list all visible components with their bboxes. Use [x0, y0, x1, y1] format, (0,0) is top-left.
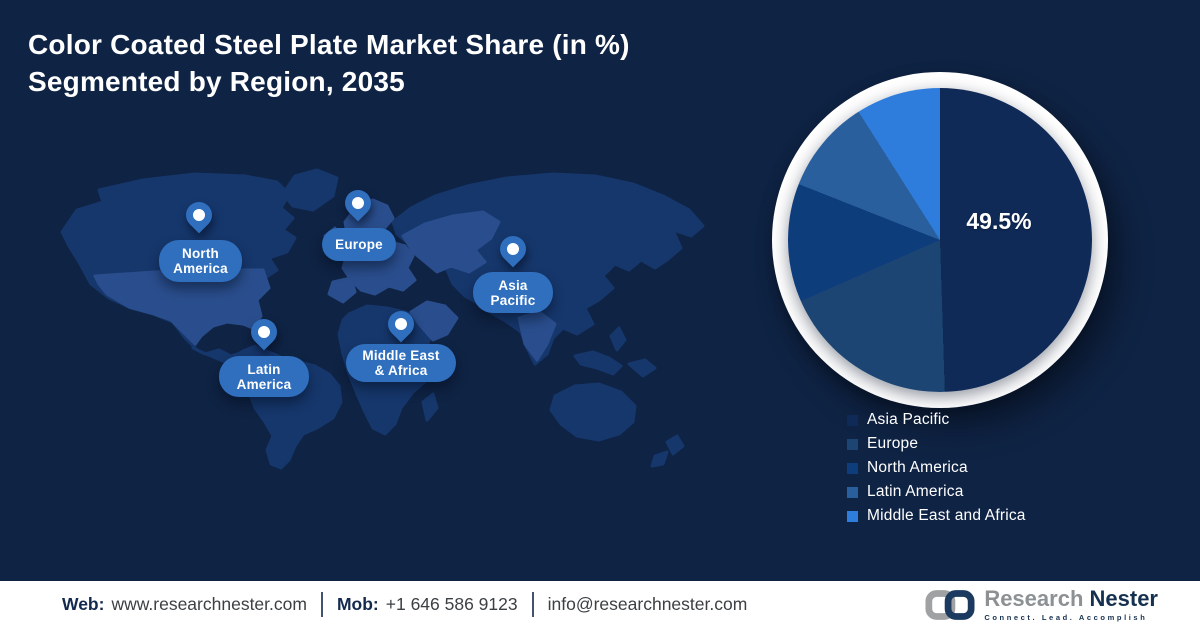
chart-legend: Asia Pacific Europe North America Latin …	[847, 408, 1026, 528]
region-label-line: North	[182, 246, 219, 261]
research-nester-logo: Research Nester Connect. Lead. Accomplis…	[925, 585, 1158, 622]
legend-item: Middle East and Africa	[847, 504, 1026, 528]
contact-info: Web: www.researchnester.com Mob: +1 646 …	[62, 592, 747, 617]
region-label-line: America	[173, 261, 228, 276]
legend-swatch-icon	[847, 510, 858, 522]
page-title: Color Coated Steel Plate Market Share (i…	[28, 26, 630, 100]
pie-chart-ring: 49.5%	[772, 72, 1108, 408]
title-line-2: Segmented by Region, 2035	[28, 66, 405, 97]
legend-item: North America	[847, 456, 1026, 480]
pie-chart	[788, 88, 1092, 392]
chain-links-logo-icon	[925, 589, 975, 620]
web-label: Web:	[62, 594, 105, 614]
website-url: www.researchnester.com	[111, 594, 307, 614]
logo-name-research: Research	[984, 585, 1084, 611]
legend-label: Europe	[867, 435, 919, 452]
legend-item: Asia Pacific	[847, 408, 1026, 432]
legend-swatch-icon	[847, 486, 858, 498]
legend-swatch-icon	[847, 414, 858, 426]
title-line-1: Color Coated Steel Plate Market Share (i…	[28, 29, 630, 60]
mob-label: Mob:	[336, 594, 379, 614]
phone-number: +1 646 586 9123	[385, 594, 518, 614]
map-label-asia-pacific: Asia Pacific	[473, 272, 553, 313]
legend-label: Middle East and Africa	[867, 507, 1026, 524]
region-label-line: America	[236, 376, 292, 392]
legend-swatch-icon	[847, 438, 858, 450]
email-address: info@researchnester.com	[547, 594, 748, 614]
map-label-north-america: North America	[159, 240, 242, 282]
logo-name-nester: Nester	[1089, 585, 1158, 611]
legend-item: Europe	[847, 432, 1026, 456]
map-label-middle-east-africa: Middle East & Africa	[346, 344, 456, 382]
region-label-line: Pacific	[490, 292, 536, 308]
map-label-latin-america: Latin America	[219, 356, 309, 397]
footer-bar: Web: www.researchnester.com Mob: +1 646 …	[0, 581, 1200, 628]
divider	[320, 592, 323, 617]
region-label-line: Europe	[335, 237, 383, 252]
region-label-line: Asia	[498, 277, 528, 293]
logo-tagline: Connect. Lead. Accomplish	[984, 612, 1148, 622]
region-label-line: & Africa	[374, 363, 428, 378]
region-label-line: Latin	[247, 361, 281, 377]
legend-label: Latin America	[867, 483, 964, 500]
logo-text-block: Research Nester Connect. Lead. Accomplis…	[984, 585, 1158, 622]
world-map	[60, 168, 705, 470]
legend-label: North America	[867, 459, 968, 476]
legend-label: Asia Pacific	[867, 411, 950, 428]
logo-wordmark: Research Nester	[984, 585, 1158, 611]
map-label-europe: Europe	[322, 228, 396, 261]
pie-slice-value-label: 49.5%	[966, 208, 1032, 234]
legend-item: Latin America	[847, 480, 1026, 504]
legend-swatch-icon	[847, 462, 858, 474]
divider	[531, 592, 534, 617]
region-label-line: Middle East	[362, 348, 440, 363]
